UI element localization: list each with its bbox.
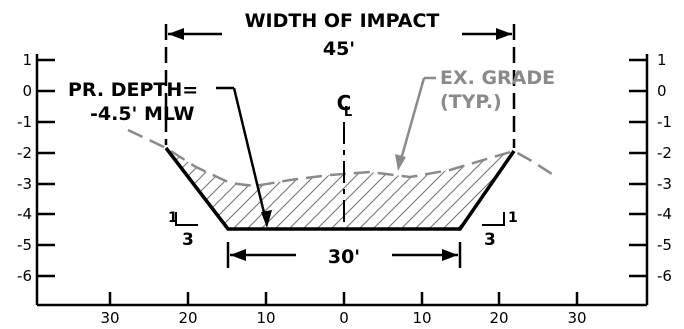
left-tick-label: -2 [17, 144, 32, 162]
left-tick-label: -4 [17, 205, 32, 223]
bottom-arrow-left [230, 249, 246, 261]
horizontal-distance-axis [37, 292, 647, 307]
width-of-impact-value: 45' [323, 38, 355, 60]
right-tick-label: -6 [657, 267, 672, 285]
x-tick-label: 20 [489, 309, 508, 327]
right-slope-vertical: 1 [508, 210, 518, 226]
x-tick-label: 30 [100, 309, 119, 327]
width-of-impact-label: WIDTH OF IMPACT [245, 10, 440, 32]
ex-grade-leader-arrow [395, 154, 406, 171]
width-arrow-right [496, 28, 512, 40]
right-tick-label: -5 [657, 236, 672, 254]
right-tick-label: -4 [657, 205, 672, 223]
x-tick-label: 20 [178, 309, 197, 327]
left-tick-label: -6 [17, 267, 32, 285]
x-tick-label: 10 [256, 309, 275, 327]
right-slope-horizontal: 3 [484, 230, 496, 250]
x-axis-tick-labels: 30 20 10 0 10 20 30 [100, 309, 586, 327]
left-tick-label: 1 [22, 51, 32, 69]
ex-grade-label-line2: (TYP.) [440, 91, 502, 113]
left-axis-tick-labels: 1 0 -1 -2 -3 -4 -5 -6 [17, 51, 32, 285]
right-tick-label: 0 [657, 82, 667, 100]
width-arrow-left [168, 28, 184, 40]
right-slope-indicator: 3 1 [482, 210, 518, 250]
left-tick-label: -3 [17, 175, 32, 193]
left-slope-indicator: 1 3 [168, 210, 198, 250]
right-axis-tick-labels: 1 0 -1 -2 -3 -4 -5 -6 [657, 51, 672, 285]
ex-grade-label-line1: EX. GRADE [440, 67, 555, 89]
proposed-dredge-template [164, 146, 516, 231]
ex-grade-leader [398, 76, 436, 164]
left-depth-axis [35, 54, 55, 305]
pr-depth-leader [216, 86, 268, 222]
right-tick-label: -2 [657, 144, 672, 162]
bottom-width-label: 30' [328, 246, 360, 268]
right-tick-label: -3 [657, 175, 672, 193]
pr-depth-label-line1: PR. DEPTH= [68, 79, 198, 101]
left-tick-label: -1 [17, 113, 32, 131]
bottom-arrow-right [442, 249, 458, 261]
right-tick-label: 1 [657, 51, 667, 69]
left-tick-label: -5 [17, 236, 32, 254]
right-tick-label: -1 [657, 113, 672, 131]
x-tick-label: 0 [339, 309, 349, 327]
pr-depth-leader-arrow [261, 210, 272, 228]
centerline-symbol: C [337, 91, 352, 115]
right-depth-axis [629, 54, 649, 305]
left-slope-vertical: 1 [168, 210, 178, 226]
pr-depth-label-line2: -4.5' MLW [90, 103, 195, 125]
left-tick-label: 0 [22, 82, 32, 100]
left-slope-horizontal: 3 [182, 230, 194, 250]
centerline-symbol-sub: L [344, 105, 352, 120]
x-tick-label: 30 [567, 309, 586, 327]
existing-grade-line [127, 128, 553, 188]
x-tick-label: 10 [412, 309, 431, 327]
